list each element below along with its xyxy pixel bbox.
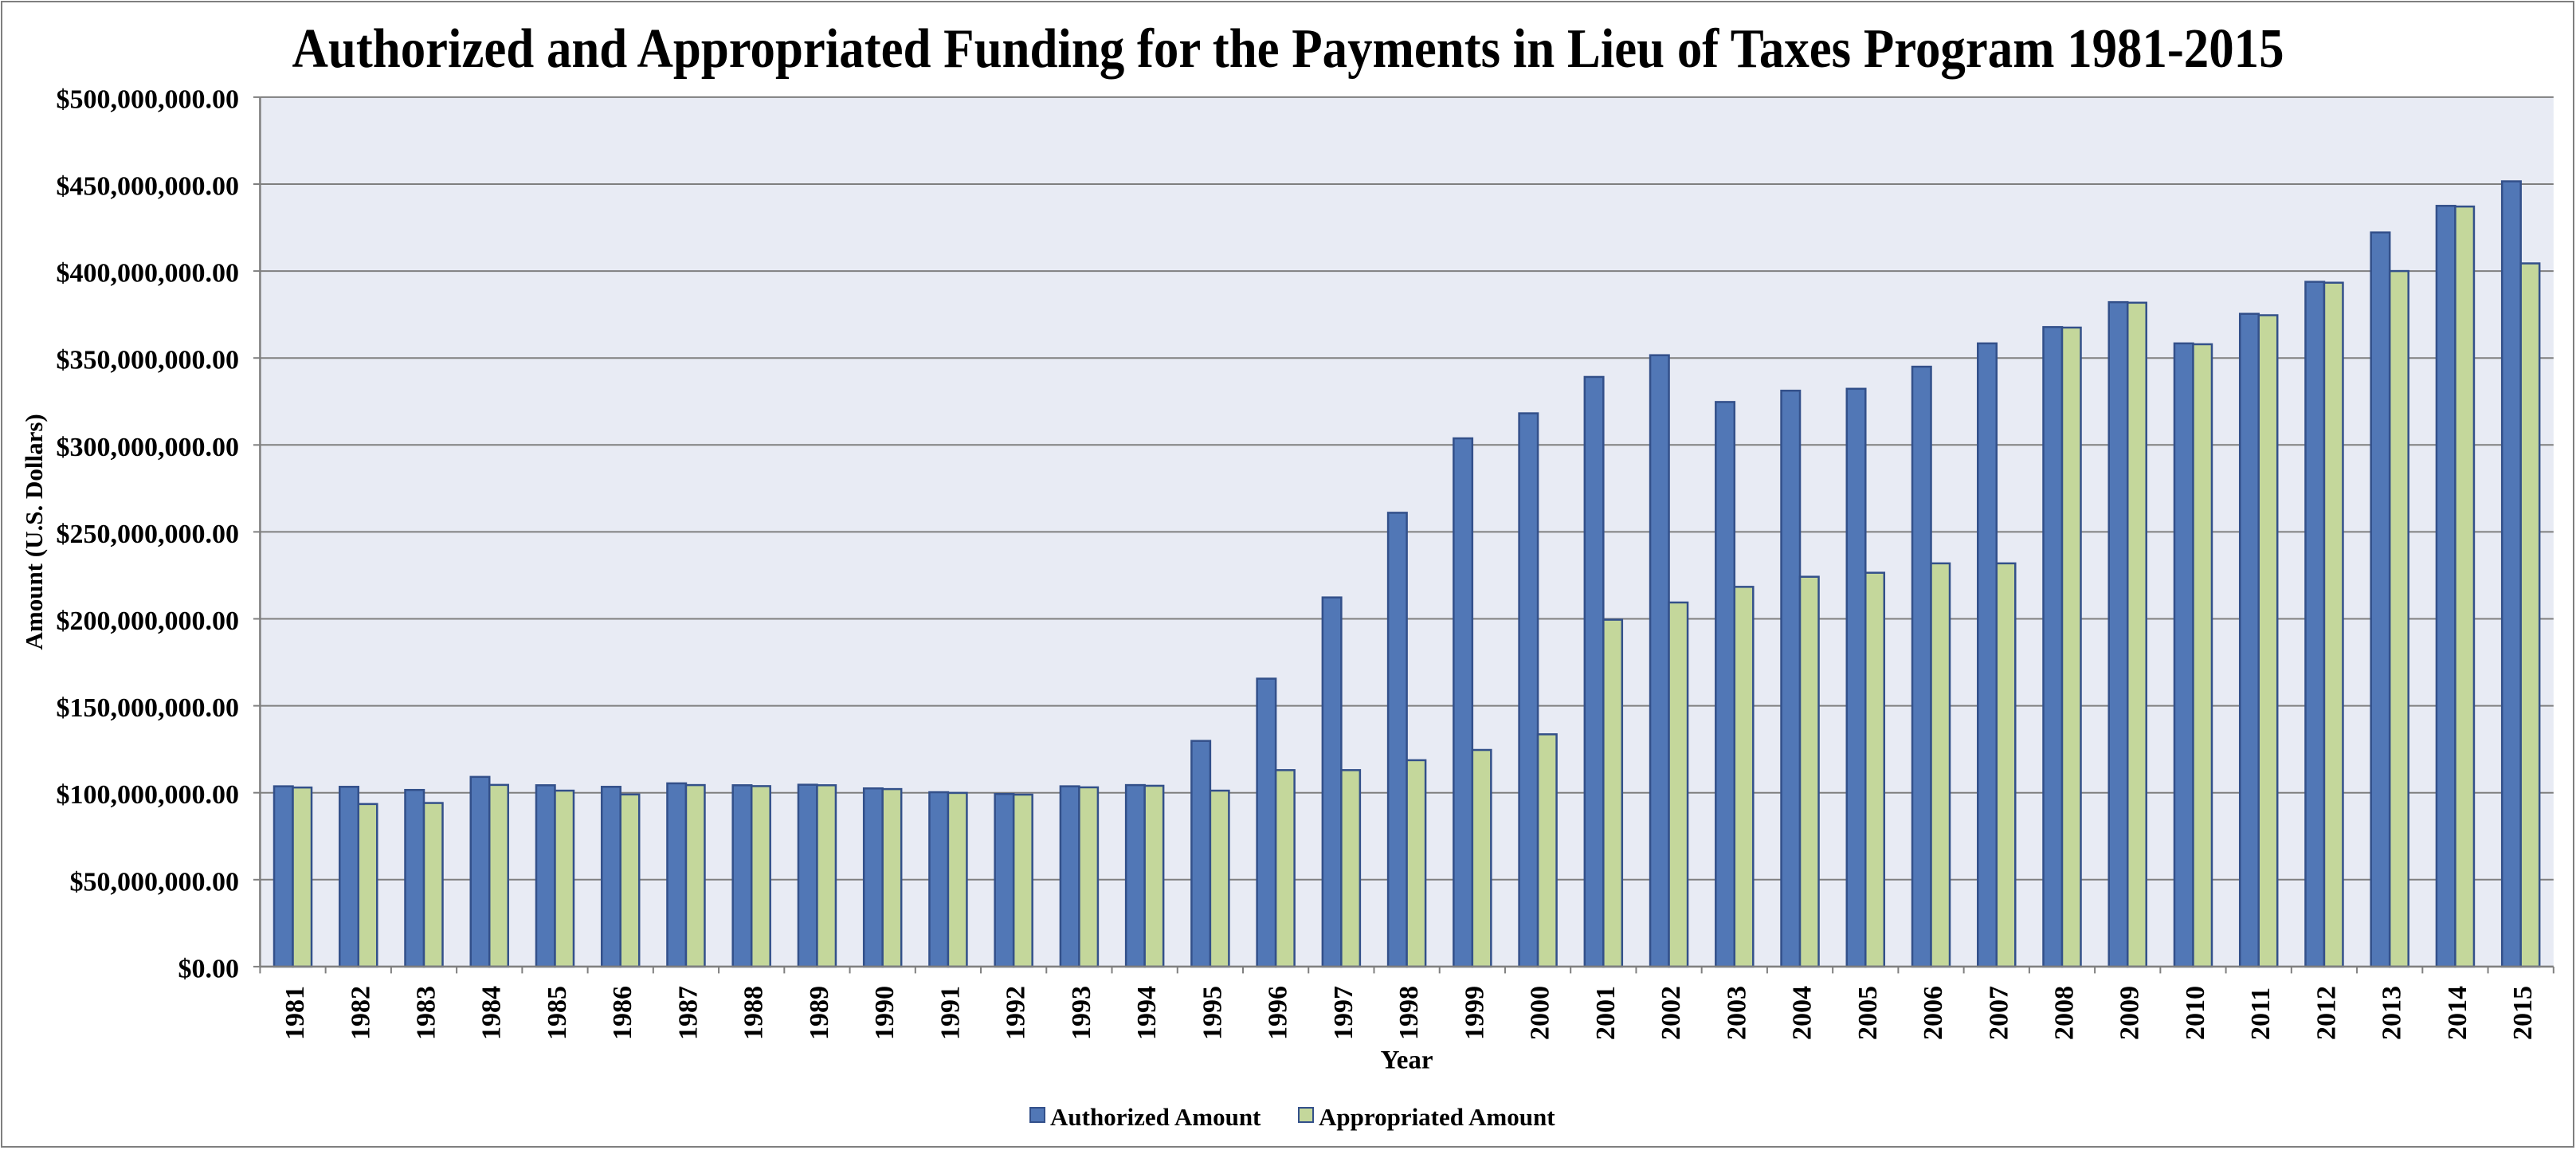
svg-text:1981: 1981 <box>280 986 310 1040</box>
svg-text:1988: 1988 <box>739 986 769 1040</box>
svg-text:$200,000,000.00: $200,000,000.00 <box>57 606 240 636</box>
svg-text:Amount (U.S. Dollars): Amount (U.S. Dollars) <box>20 414 48 650</box>
svg-text:2003: 2003 <box>1722 986 1751 1040</box>
svg-text:$350,000,000.00: $350,000,000.00 <box>57 346 240 375</box>
svg-text:1987: 1987 <box>674 986 704 1040</box>
svg-text:1982: 1982 <box>346 986 375 1040</box>
svg-text:$50,000,000.00: $50,000,000.00 <box>70 867 240 897</box>
svg-text:1986: 1986 <box>608 986 637 1040</box>
svg-text:$150,000,000.00: $150,000,000.00 <box>57 693 240 723</box>
svg-text:1984: 1984 <box>477 986 507 1040</box>
svg-text:Authorized and Appropriated Fu: Authorized and Appropriated Funding for … <box>292 18 2284 80</box>
svg-text:1991: 1991 <box>935 986 965 1040</box>
svg-text:1990: 1990 <box>870 986 900 1040</box>
svg-text:1993: 1993 <box>1067 986 1096 1040</box>
svg-text:2000: 2000 <box>1526 986 1555 1040</box>
svg-text:2009: 2009 <box>2115 986 2145 1040</box>
svg-text:Authorized Amount: Authorized Amount <box>1050 1103 1261 1131</box>
svg-text:2011: 2011 <box>2246 987 2276 1040</box>
svg-text:1985: 1985 <box>543 986 572 1040</box>
svg-text:2015: 2015 <box>2508 986 2538 1040</box>
svg-text:2012: 2012 <box>2312 986 2342 1040</box>
svg-text:Year: Year <box>1381 1046 1433 1075</box>
svg-text:1989: 1989 <box>805 986 834 1040</box>
svg-text:$500,000,000.00: $500,000,000.00 <box>57 84 240 114</box>
svg-text:$450,000,000.00: $450,000,000.00 <box>57 172 240 202</box>
svg-text:2004: 2004 <box>1788 986 1817 1040</box>
svg-text:$400,000,000.00: $400,000,000.00 <box>57 259 240 288</box>
svg-text:2001: 2001 <box>1591 986 1621 1040</box>
svg-text:2007: 2007 <box>1984 986 2013 1040</box>
svg-text:$100,000,000.00: $100,000,000.00 <box>57 780 240 810</box>
svg-text:1999: 1999 <box>1460 986 1489 1040</box>
svg-text:1992: 1992 <box>1002 986 1031 1040</box>
svg-text:2014: 2014 <box>2443 986 2472 1040</box>
svg-text:1997: 1997 <box>1329 986 1359 1040</box>
svg-text:2010: 2010 <box>2181 986 2210 1040</box>
svg-text:$0.00: $0.00 <box>178 954 240 983</box>
svg-text:1995: 1995 <box>1198 986 1227 1040</box>
svg-text:1983: 1983 <box>412 986 441 1040</box>
svg-text:$300,000,000.00: $300,000,000.00 <box>57 433 240 462</box>
svg-text:2002: 2002 <box>1657 986 1686 1040</box>
svg-text:2005: 2005 <box>1853 986 1883 1040</box>
svg-text:1994: 1994 <box>1132 986 1162 1040</box>
svg-text:2008: 2008 <box>2050 986 2080 1040</box>
svg-text:2013: 2013 <box>2378 986 2407 1040</box>
svg-text:$250,000,000.00: $250,000,000.00 <box>57 520 240 549</box>
svg-text:1996: 1996 <box>1264 986 1293 1040</box>
svg-text:2006: 2006 <box>1919 986 1948 1040</box>
svg-text:1998: 1998 <box>1394 986 1424 1040</box>
svg-text:Appropriated Amount: Appropriated Amount <box>1319 1103 1555 1131</box>
